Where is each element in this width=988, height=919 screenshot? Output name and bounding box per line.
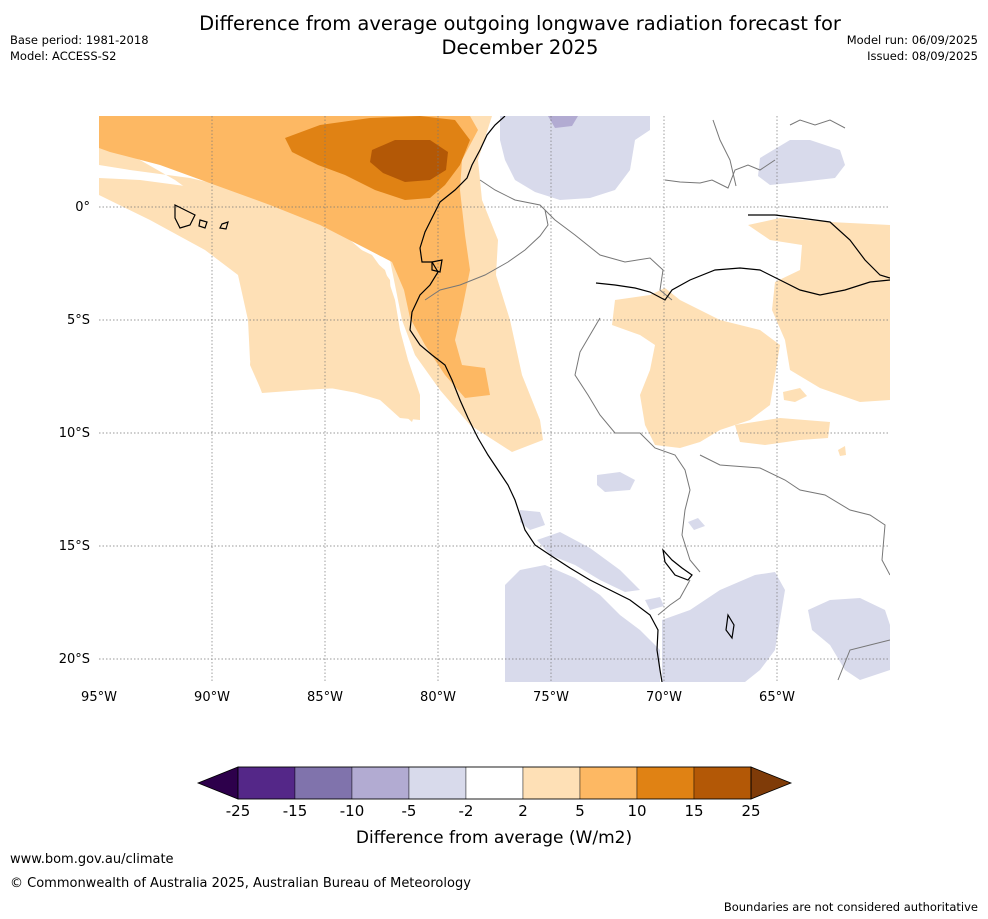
- anomaly-area-brown: [370, 140, 448, 182]
- anomaly-area-small-2: [838, 446, 846, 456]
- border-peru-brazil-bolivia: [574, 317, 701, 573]
- anomaly-area-light-orange-west: [99, 178, 420, 422]
- border-colombia-venezuela: [664, 159, 776, 189]
- lat-label: 0°: [75, 200, 90, 215]
- longitude-labels: 95°W 90°W 85°W 80°W 75°W 70°W 65°W: [81, 690, 795, 705]
- colorbar-tick-label: -5: [402, 802, 417, 820]
- chart-title: Difference from average outgoing longwav…: [199, 12, 841, 59]
- anomaly-area-lavender-southeast: [808, 598, 890, 680]
- anomaly-area-lavender-coast: [520, 510, 545, 530]
- lon-label: 85°W: [307, 690, 343, 705]
- border-venezuela-guyana: [789, 119, 846, 129]
- colorbar-title: Difference from average (W/m2): [356, 828, 632, 848]
- border-bolivia-chile: [657, 579, 691, 616]
- amazon-river: [595, 267, 890, 301]
- border-bolivia-brazil: [699, 454, 890, 576]
- colorbar-swatch: [465, 766, 524, 800]
- colorbar-swatch: [636, 766, 695, 800]
- footer-url[interactable]: www.bom.gov.au/climate: [10, 852, 174, 867]
- rio-negro: [748, 214, 890, 279]
- border-ecuador-peru: [424, 209, 549, 301]
- colorbar-tick-label: 25: [741, 802, 760, 820]
- lon-label: 70°W: [646, 690, 682, 705]
- meta-right: Model run: 06/09/2025 Issued: 08/09/2025: [847, 32, 978, 64]
- gulf-of-guayaquil-island: [431, 259, 443, 273]
- anomaly-area-amazon: [748, 218, 890, 402]
- map-field: [99, 116, 890, 682]
- colorbar-tick-label: -10: [340, 802, 365, 820]
- colorbar-tick-label: -2: [459, 802, 474, 820]
- lon-label: 75°W: [533, 690, 569, 705]
- lon-label: 90°W: [194, 690, 230, 705]
- border-colombia-peru: [479, 179, 673, 301]
- country-borders: [424, 119, 890, 681]
- anomaly-area-central-south: [735, 418, 830, 445]
- colorbar-tick-label: 5: [575, 802, 585, 820]
- colorbar: [196, 766, 793, 800]
- anomaly-area-lavender-southcoast: [537, 532, 640, 592]
- colorbar-extend-low: [196, 766, 239, 800]
- lake-titicaca: [662, 548, 693, 581]
- colorbar-ticks: -25 -15 -10 -5 -2 2 5 10 15 25: [226, 802, 761, 820]
- lat-label: 20°S: [59, 652, 90, 667]
- colorbar-extend-high: [750, 766, 793, 800]
- graticule: [99, 116, 890, 682]
- anomaly-area-lavender-south: [662, 572, 785, 682]
- colorbar-swatch: [408, 766, 467, 800]
- anomaly-area-lavender-small-2: [688, 518, 705, 530]
- galapagos-island-2: [198, 219, 208, 229]
- lat-label: 10°S: [59, 426, 90, 441]
- border-paraguay: [837, 639, 890, 681]
- model-text: Model: ACCESS-S2: [10, 49, 117, 63]
- colorbar-tick-label: 10: [627, 802, 646, 820]
- border-colombia-venezuela-north: [712, 119, 737, 187]
- colorbar-swatch: [693, 766, 752, 800]
- base-period-text: Base period: 1981-2018: [10, 33, 149, 47]
- anomaly-area-lavender-northeast: [758, 140, 845, 185]
- colorbar-tick-label: -25: [226, 802, 251, 820]
- model-run-text: Model run: 06/09/2025: [846, 33, 978, 47]
- galapagos-island-3: [219, 221, 229, 230]
- lat-label: 15°S: [59, 539, 90, 554]
- colorbar-tick-label: -15: [283, 802, 308, 820]
- anomaly-area-lavender-north: [500, 116, 650, 200]
- footer-note: Boundaries are not considered authoritat…: [723, 900, 978, 914]
- colorbar-tick-label: 2: [518, 802, 528, 820]
- anomaly-area-small-1: [783, 388, 807, 402]
- colorbar-swatch: [579, 766, 638, 800]
- lon-label: 80°W: [420, 690, 456, 705]
- anomaly-area-lavender-southwest: [505, 565, 660, 682]
- colorbar-swatch: [351, 766, 410, 800]
- lat-label: 5°S: [67, 313, 90, 328]
- galapagos-island-1: [174, 204, 196, 229]
- salt-flat-outline: [725, 613, 735, 640]
- latitude-labels: 0° 5°S 10°S 15°S 20°S: [59, 200, 90, 667]
- colorbar-swatch: [522, 766, 581, 800]
- meta-left: Base period: 1981-2018 Model: ACCESS-S2: [10, 32, 149, 64]
- colorbar-swatch: [294, 766, 353, 800]
- anomaly-area-lavender-small: [645, 597, 664, 610]
- coastlines: [174, 116, 890, 682]
- lon-label: 95°W: [81, 690, 117, 705]
- colorbar-swatch: [237, 766, 296, 800]
- colorbar-tick-label: 15: [684, 802, 703, 820]
- colorbar-outline: [237, 766, 752, 800]
- anomaly-area-lavender-mid: [597, 472, 635, 492]
- anomaly-area-central: [612, 288, 780, 448]
- issued-text: Issued: 08/09/2025: [867, 49, 978, 63]
- anomaly-area-lavender-north-core: [548, 116, 578, 128]
- lon-label: 65°W: [759, 690, 795, 705]
- pacific-coastline: [409, 116, 663, 682]
- footer-copyright: © Commonwealth of Australia 2025, Austra…: [10, 876, 471, 891]
